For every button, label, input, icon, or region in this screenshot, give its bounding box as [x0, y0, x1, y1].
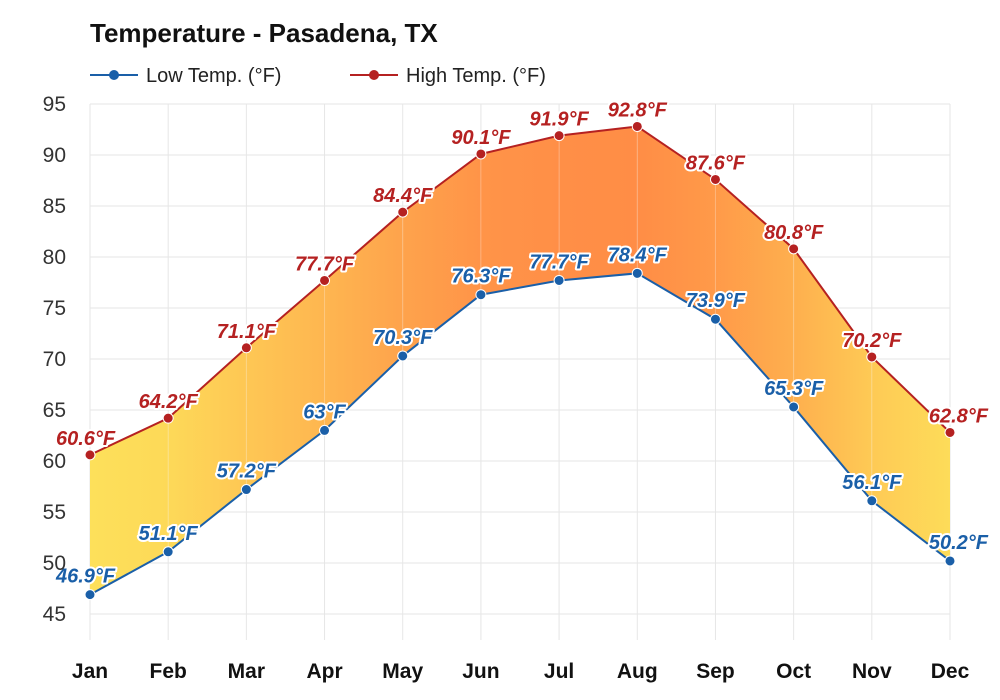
low-temp-label: 51.1°F — [139, 523, 199, 545]
band-segment — [90, 418, 169, 595]
high-temp-point[interactable] — [84, 449, 96, 461]
y-tick-label: 60 — [43, 450, 66, 473]
y-axis-ticks: 45 50 55 60 65 70 75 80 85 90 95 — [43, 93, 66, 626]
low-temp-label: 50.2°F — [929, 532, 989, 554]
x-tick-label: Jul — [544, 660, 574, 683]
low-temp-label: 77.7°F — [530, 251, 590, 273]
low-temp-label: 65.3°F — [764, 378, 824, 400]
low-temp-label: 63°F — [303, 401, 346, 423]
high-temp-label: 91.9°F — [530, 109, 590, 131]
legend: Low Temp. (°F) High Temp. (°F) — [90, 65, 546, 87]
x-tick-label: Jun — [462, 660, 499, 683]
low-temp-label: 76.3°F — [451, 266, 511, 288]
y-tick-label: 65 — [43, 399, 66, 422]
legend-high-label: High Temp. (°F) — [406, 65, 546, 87]
temperature-band — [90, 126, 950, 595]
high-temp-label: 92.8°F — [608, 99, 668, 121]
series-markers — [84, 120, 956, 601]
low-temp-point[interactable] — [788, 401, 800, 413]
low-temp-label: 57.2°F — [217, 461, 277, 483]
band-segment — [871, 356, 950, 561]
legend-low-label: Low Temp. (°F) — [146, 65, 281, 87]
low-temp-line — [89, 272, 951, 596]
low-temp-label: 73.9°F — [686, 290, 746, 312]
low-temp-point[interactable] — [475, 289, 487, 301]
high-temp-point[interactable] — [240, 342, 252, 354]
high-temp-point[interactable] — [397, 206, 409, 218]
high-temp-line — [89, 125, 951, 456]
low-temp-point[interactable] — [397, 350, 409, 362]
high-temp-label: 84.4°F — [373, 185, 433, 207]
low-temp-point[interactable] — [553, 274, 565, 286]
y-tick-label: 75 — [43, 297, 66, 320]
low-temp-point[interactable] — [84, 589, 96, 601]
legend-high-marker — [369, 70, 379, 80]
y-tick-label: 85 — [43, 195, 66, 218]
high-temp-point[interactable] — [866, 351, 878, 363]
low-temp-point[interactable] — [240, 484, 252, 496]
high-temp-label: 90.1°F — [451, 127, 511, 149]
y-tick-label: 70 — [43, 348, 66, 371]
band-segment — [637, 126, 716, 320]
x-axis-ticks: Jan Feb Mar Apr May Jun Jul Aug Sep Oct Nov Dec — [72, 660, 970, 683]
low-temp-point[interactable] — [631, 267, 643, 279]
band-segment — [246, 280, 325, 490]
low-temp-point[interactable] — [944, 555, 956, 567]
high-temp-label: 87.6°F — [686, 152, 746, 174]
x-tick-label: Nov — [852, 660, 892, 683]
low-temp-label: 70.3°F — [373, 327, 433, 349]
band-segment — [168, 347, 247, 552]
high-temp-label: 64.2°F — [139, 391, 199, 413]
high-temp-label: 62.8°F — [929, 405, 989, 427]
low-temp-label: 78.4°F — [608, 244, 668, 266]
legend-item-high[interactable]: High Temp. (°F) — [350, 65, 546, 87]
high-temp-point[interactable] — [709, 173, 721, 185]
x-tick-label: Sep — [696, 660, 735, 683]
x-tick-label: Mar — [228, 660, 265, 683]
high-temp-point[interactable] — [944, 426, 956, 438]
band-segment — [793, 248, 872, 501]
high-temp-label: 80.8°F — [764, 222, 824, 244]
y-tick-label: 80 — [43, 246, 66, 269]
high-temp-point[interactable] — [553, 130, 565, 142]
x-tick-label: May — [382, 660, 423, 683]
high-temp-point[interactable] — [319, 274, 331, 286]
high-temp-label: 60.6°F — [56, 428, 116, 450]
low-temp-label: 46.9°F — [55, 566, 116, 588]
band-segment — [402, 153, 481, 356]
x-tick-label: Dec — [931, 660, 970, 683]
low-temp-point[interactable] — [709, 313, 721, 325]
x-tick-label: Apr — [306, 660, 342, 683]
x-tick-label: Feb — [150, 660, 187, 683]
low-temp-point[interactable] — [162, 546, 174, 558]
band-segment — [480, 135, 560, 295]
series-lines — [89, 125, 951, 596]
high-temp-label: 77.7°F — [295, 253, 355, 275]
high-temp-point[interactable] — [631, 120, 643, 132]
y-tick-label: 90 — [43, 144, 66, 167]
low-temp-label: 56.1°F — [842, 472, 902, 494]
x-tick-label: Aug — [617, 660, 658, 683]
data-labels: 46.9°F 51.1°F 57.2°F 63°F 70.3°F 76.3°F 77.7°F… — [53, 97, 991, 589]
high-temp-point[interactable] — [475, 148, 487, 160]
low-temp-point[interactable] — [319, 424, 331, 436]
x-tick-label: Oct — [776, 660, 811, 683]
high-temp-point[interactable] — [788, 243, 800, 255]
high-temp-label: 70.2°F — [842, 330, 902, 352]
band-segment — [715, 179, 794, 407]
y-tick-label: 50 — [43, 552, 66, 575]
legend-low-marker — [109, 70, 119, 80]
band-segment — [559, 126, 638, 281]
high-temp-point[interactable] — [162, 412, 174, 424]
y-tick-label: 95 — [43, 93, 66, 116]
y-tick-label: 45 — [43, 603, 66, 626]
band-segment — [324, 212, 403, 431]
legend-item-low[interactable]: Low Temp. (°F) — [90, 65, 281, 87]
low-temp-point[interactable] — [866, 495, 878, 507]
y-tick-label: 55 — [43, 501, 66, 524]
high-temp-label: 71.1°F — [217, 321, 277, 343]
x-tick-label: Jan — [72, 660, 108, 683]
chart-title: Temperature - Pasadena, TX — [90, 18, 438, 48]
